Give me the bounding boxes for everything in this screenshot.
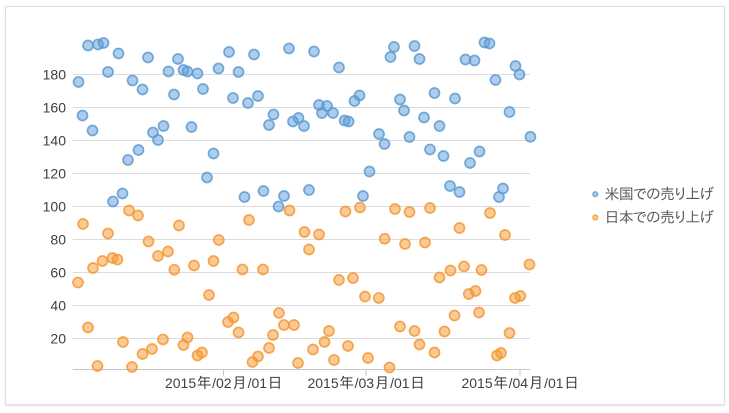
svg-text:2015: 2015: [307, 375, 338, 391]
svg-text:40: 40: [50, 298, 66, 314]
svg-text:/01: /01: [544, 375, 564, 391]
svg-text:100: 100: [43, 199, 67, 215]
svg-text:/04: /04: [509, 375, 529, 391]
svg-text:/01: /01: [390, 375, 410, 391]
svg-text:120: 120: [43, 166, 67, 182]
svg-text:2015: 2015: [461, 375, 492, 391]
svg-text:2015: 2015: [165, 375, 196, 391]
svg-text:180: 180: [43, 67, 67, 83]
svg-text:/02: /02: [212, 375, 232, 391]
svg-text:80: 80: [50, 232, 66, 248]
svg-text:/03: /03: [355, 375, 375, 391]
svg-text:/01: /01: [248, 375, 268, 391]
svg-text:20: 20: [50, 331, 66, 347]
svg-text:140: 140: [43, 133, 67, 149]
svg-text:60: 60: [50, 265, 66, 281]
svg-text:160: 160: [43, 100, 67, 116]
